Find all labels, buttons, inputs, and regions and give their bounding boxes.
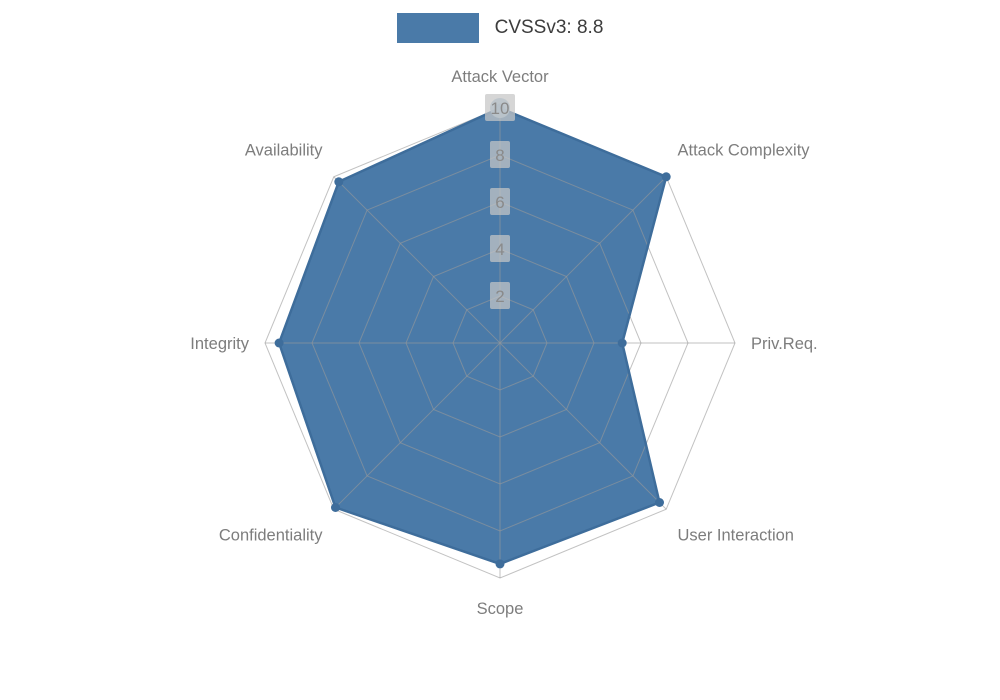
vertex-marker (661, 172, 671, 182)
axis-label-attack-vector: Attack Vector (451, 68, 549, 86)
vertex-marker (617, 338, 627, 348)
tick-label-box (490, 188, 510, 215)
tick-label: 4 (495, 240, 504, 259)
tick-label-box (490, 141, 510, 168)
tick-label-box (490, 235, 510, 262)
axis-label-user-interaction: User Interaction (678, 527, 794, 545)
axis-label-priv-req: Priv.Req. (751, 335, 818, 353)
tick-label-box (485, 94, 515, 121)
grid-spoke (499, 342, 667, 510)
axis-label-integrity: Integrity (190, 335, 249, 353)
tick-label: 8 (495, 146, 504, 165)
tick-label-box (490, 282, 510, 309)
grid-spoke (333, 176, 501, 344)
vertex-marker (655, 498, 664, 507)
vertex-marker (274, 338, 284, 348)
vertex-marker (495, 559, 505, 569)
tick-label: 6 (495, 193, 504, 212)
data-polygon-fill (279, 108, 667, 564)
grid-spoke (499, 176, 667, 344)
tick-label: 10 (491, 99, 510, 118)
tick-label: 2 (495, 287, 504, 306)
grid-spoke (333, 342, 501, 510)
axis-label-confidentiality: Confidentiality (219, 527, 323, 545)
axis-label-scope: Scope (477, 600, 524, 618)
vertex-marker (331, 503, 340, 512)
axis-label-attack-complexity: Attack Complexity (678, 142, 811, 160)
vertex-marker (334, 177, 344, 187)
axis-label-availability: Availability (245, 142, 323, 160)
